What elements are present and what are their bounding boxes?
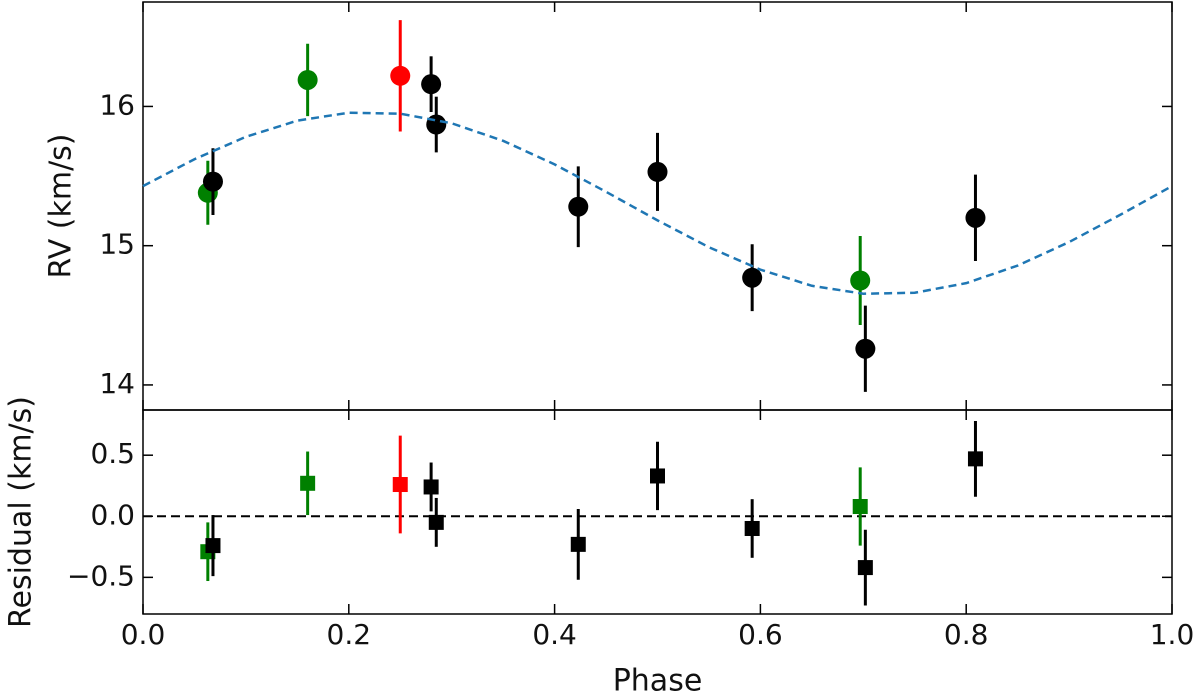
model-curve: [142, 111, 1173, 295]
data-point: [967, 451, 983, 467]
x-tick-label: 0.2: [327, 618, 372, 651]
data-point: [855, 338, 876, 359]
data-point: [650, 468, 665, 484]
data-point: [297, 69, 318, 90]
y-axis-label: Residual (km/s): [4, 396, 39, 628]
x-tick-label: 0.4: [532, 618, 577, 651]
data-point: [568, 196, 589, 217]
x-axis-label: Phase: [613, 664, 703, 698]
data-point: [428, 514, 444, 530]
data-point: [850, 270, 871, 291]
plot-frame: [142, 409, 1173, 615]
y-tick-label: 14: [99, 367, 135, 400]
data-point: [857, 560, 873, 576]
x-tick-label: 0.0: [121, 618, 166, 651]
y-tick-label: 15: [99, 228, 135, 261]
y-axis-label: RV (km/s): [44, 133, 79, 278]
data-point: [205, 538, 221, 554]
y-tick-label: 0.5: [90, 437, 135, 470]
y-tick-label: 16: [99, 88, 135, 121]
data-point: [426, 114, 447, 135]
data-point: [742, 267, 763, 288]
data-point: [965, 207, 986, 228]
y-tick-label: −0.5: [67, 559, 135, 592]
data-point: [423, 479, 439, 495]
data-point: [852, 499, 868, 515]
x-tick-label: 0.8: [944, 618, 989, 651]
data-point: [390, 65, 411, 86]
data-point: [300, 475, 316, 491]
y-tick-label: 0.0: [90, 498, 135, 531]
data-point: [392, 477, 408, 493]
data-point: [570, 536, 586, 552]
data-point: [647, 161, 668, 182]
x-tick-label: 0.6: [738, 618, 783, 651]
data-point: [421, 74, 442, 95]
data-point: [202, 171, 223, 192]
x-tick-label: 1.0: [1150, 618, 1195, 651]
data-point: [744, 520, 760, 536]
